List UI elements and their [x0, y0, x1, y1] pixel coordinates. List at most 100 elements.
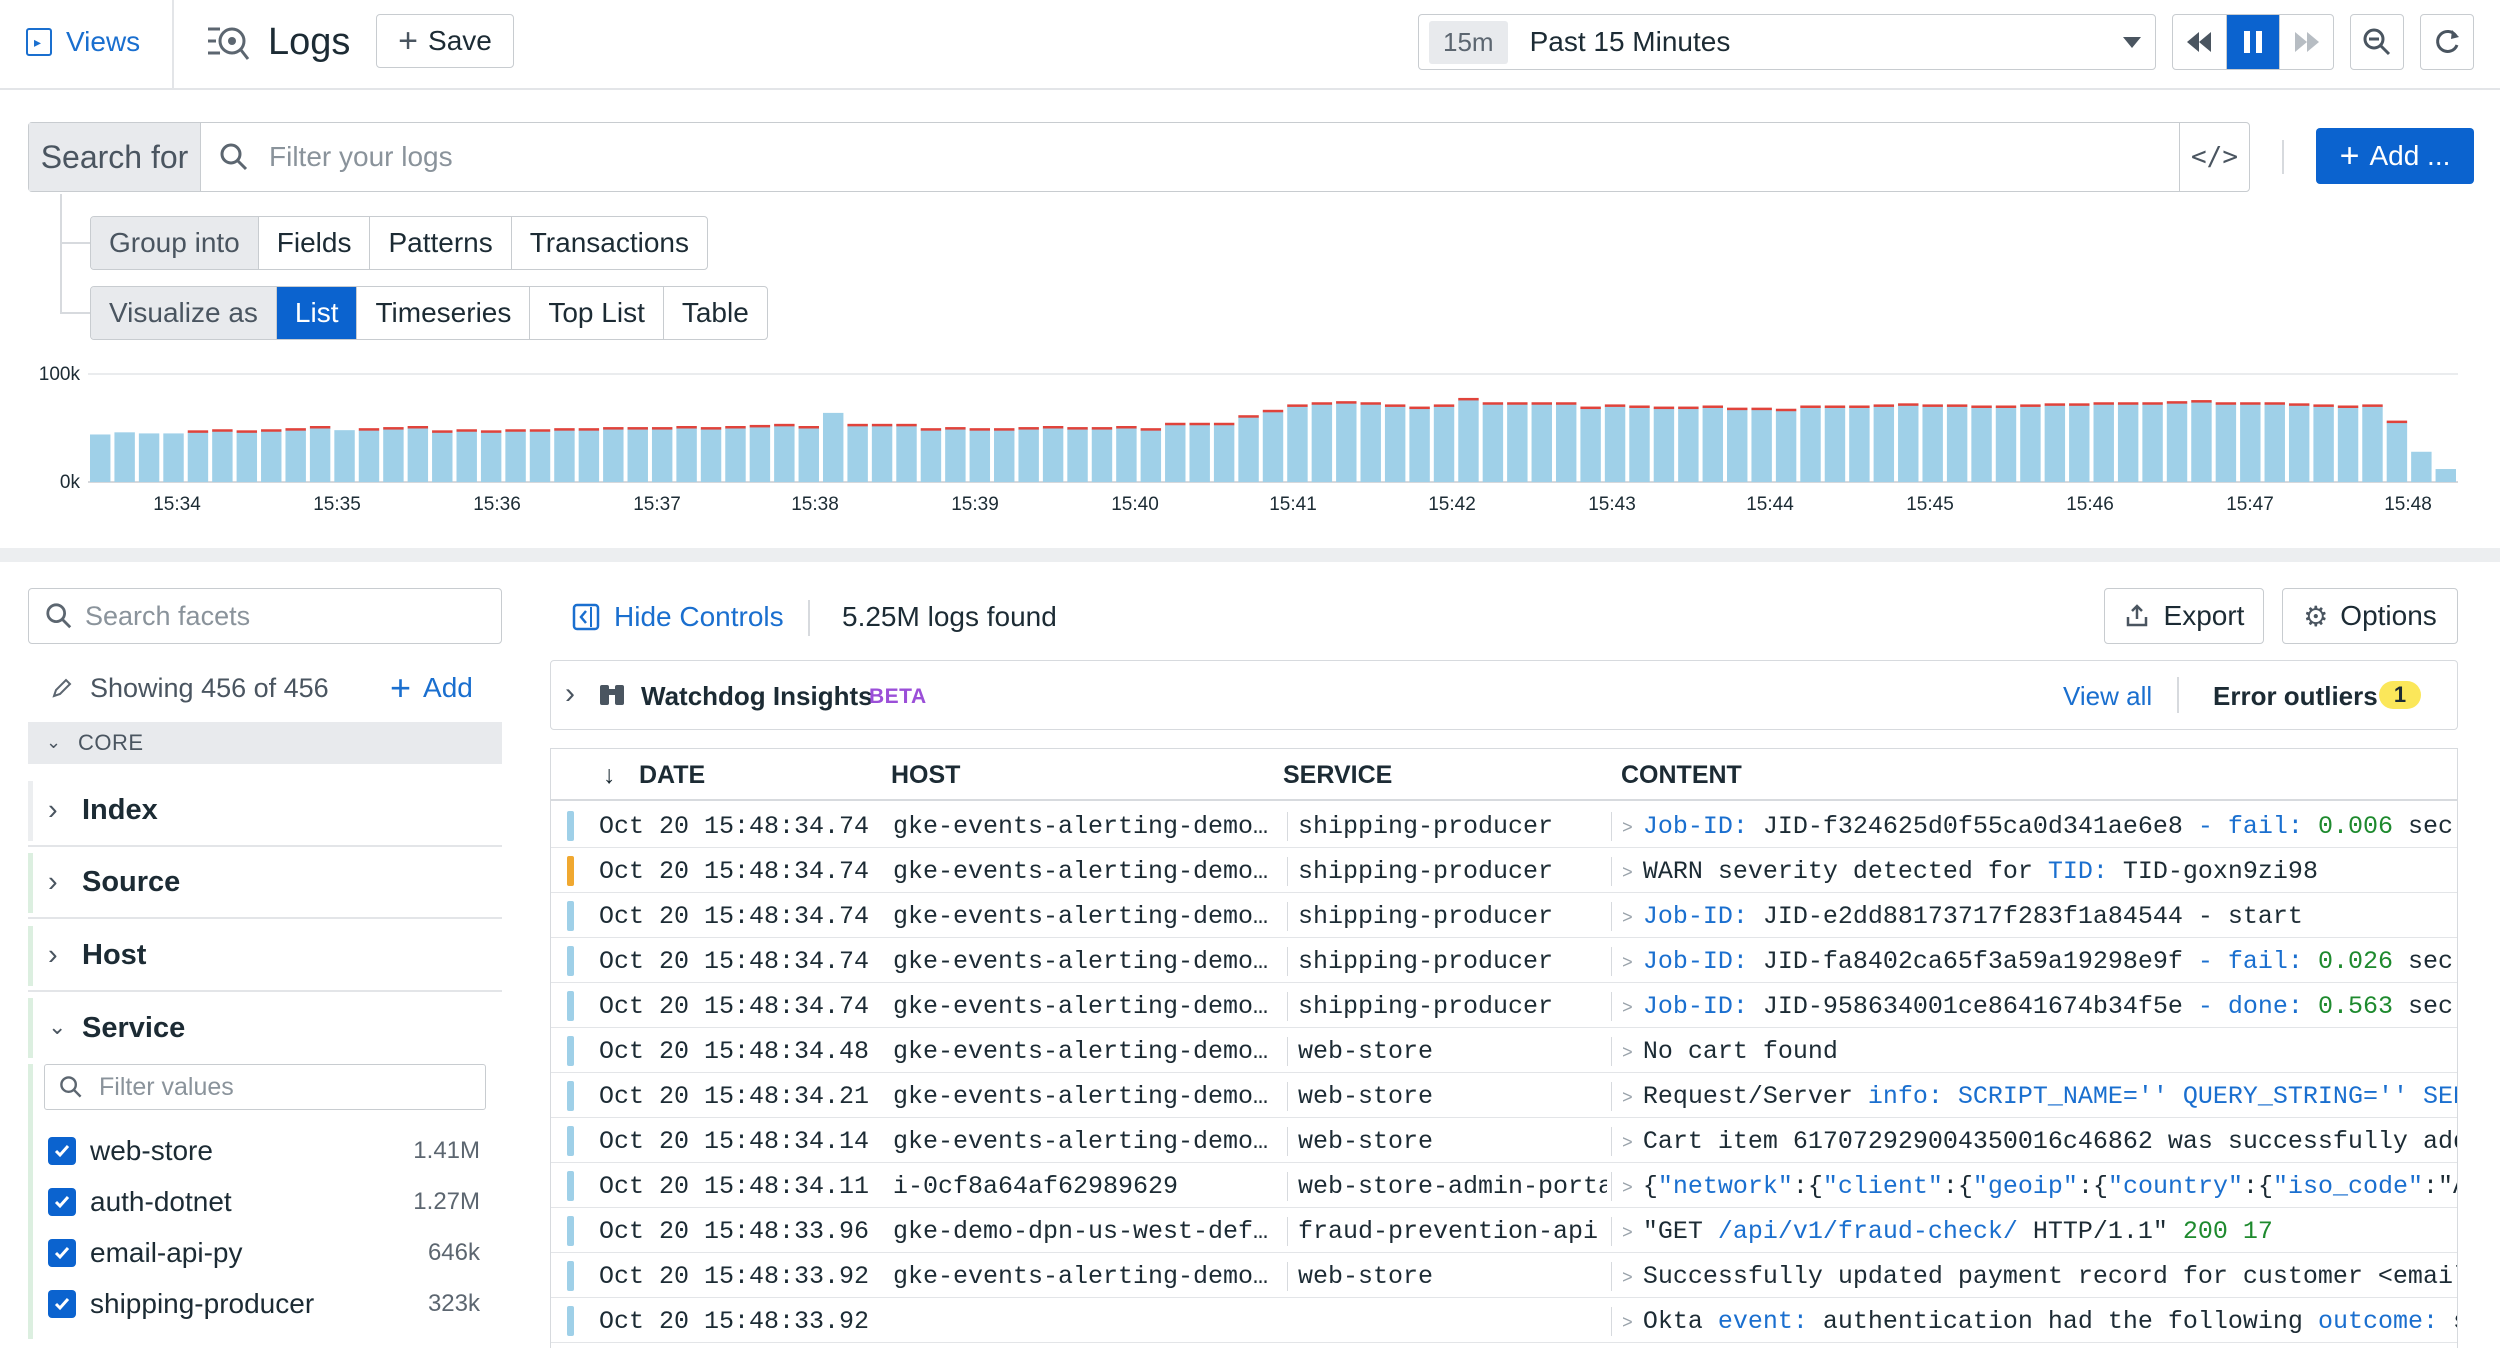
column-content[interactable]: CONTENT: [1621, 761, 1742, 789]
divider: [172, 0, 174, 90]
service-value-label: web-store: [90, 1135, 213, 1166]
options-button[interactable]: ⚙ Options: [2282, 588, 2458, 644]
table-row[interactable]: Oct 20 15:48:34.741 gke-events-alerting-d…: [551, 983, 2457, 1028]
histogram-bar: [1995, 407, 2017, 482]
table-row[interactable]: Oct 20 15:48:33.967 gke-demo-dpn-us-west-…: [551, 1208, 2457, 1253]
pencil-icon[interactable]: [50, 676, 74, 700]
column-host[interactable]: HOST: [891, 761, 961, 789]
zoom-out-button[interactable]: [2350, 14, 2404, 70]
table-row[interactable]: Oct 20 15:48:34.743 gke-events-alerting-d…: [551, 848, 2457, 893]
facet-source[interactable]: › Source: [28, 847, 502, 919]
service-cell: web-store: [1287, 1037, 1607, 1066]
histogram-error-segment: [1922, 404, 1943, 407]
status-indicator: [567, 991, 574, 1021]
facet-service[interactable]: ⌄ Service: [28, 992, 502, 1064]
histogram-bar: [1849, 407, 1870, 482]
x-tick-label: 15:40: [1111, 494, 1159, 515]
viz-option-table[interactable]: Table: [681, 297, 749, 328]
content-segment: "geoip": [1972, 1172, 2078, 1201]
checkbox-checked-icon[interactable]: [48, 1239, 76, 1267]
content-segment: JID-f324625d0f55ca0d341ae6e8: [1747, 812, 2198, 841]
checkbox-checked-icon[interactable]: [48, 1137, 76, 1165]
view-all-link[interactable]: View all: [2063, 681, 2153, 711]
column-service[interactable]: SERVICE: [1283, 761, 1393, 789]
histogram-bar: [261, 431, 282, 482]
content-segment: /api/v1/fraud-check/: [1717, 1217, 2018, 1246]
service-value-auth-dotnet[interactable]: auth-dotnet 1.27M: [48, 1179, 500, 1225]
forward-button[interactable]: [2279, 15, 2333, 69]
save-button[interactable]: + Save: [376, 14, 514, 68]
table-row[interactable]: Oct 20 15:48:34.742 gke-events-alerting-d…: [551, 893, 2457, 938]
add-query-label: Add ...: [2369, 140, 2451, 171]
viz-option-timeseries[interactable]: Timeseries: [357, 287, 531, 339]
service-value-web-store[interactable]: web-store 1.41M: [48, 1128, 500, 1174]
table-row[interactable]: Oct 20 15:48:34.741 gke-events-alerting-d…: [551, 938, 2457, 983]
chevron-down-icon: ⌄: [48, 1014, 67, 1039]
log-volume-histogram[interactable]: 100k 0k 15:34 15:35 15:36 15:37 15:38 15:39 15:4…: [0, 360, 2500, 520]
histogram-error-segment: [2093, 402, 2114, 405]
table-row[interactable]: Oct 20 15:48:34.218 gke-events-alerting-d…: [551, 1073, 2457, 1118]
histogram-bar: [1580, 408, 1601, 482]
facet-search-input[interactable]: Search facets: [28, 588, 502, 644]
content-segment: JID-958634001ce8641674b34f5e: [1747, 992, 2198, 1021]
error-outliers-label[interactable]: Error outliers: [2213, 681, 2378, 711]
status-indicator: [567, 1261, 574, 1291]
time-range-label: Past 15 Minutes: [1529, 26, 1731, 57]
service-value-email-api-py[interactable]: email-api-py 646k: [48, 1230, 500, 1276]
facet-host[interactable]: › Host: [28, 920, 502, 992]
time-range-selector[interactable]: 15m Past 15 Minutes: [1418, 14, 2156, 70]
group-option-transactions[interactable]: Transactions: [529, 227, 689, 258]
sort-desc-icon[interactable]: ↓: [603, 761, 616, 789]
facet-index[interactable]: › Index: [28, 775, 502, 847]
checkbox-checked-icon[interactable]: [48, 1290, 76, 1318]
content-segment: Request/Server: [1642, 1082, 1868, 1111]
histogram-bar: [1433, 406, 1455, 482]
table-row[interactable]: Oct 20 15:48:33.929 gke-events-alerting-d…: [551, 1253, 2457, 1298]
group-option-patterns[interactable]: Patterns: [370, 217, 512, 269]
histogram-bar: [725, 428, 746, 482]
histogram-bar: [1165, 424, 1186, 482]
views-button[interactable]: ▸ Views: [26, 20, 140, 64]
hide-controls-button[interactable]: Hide Controls: [572, 598, 784, 636]
status-indicator: [567, 1216, 574, 1246]
viz-option-top-list[interactable]: Top List: [530, 287, 664, 339]
rewind-button[interactable]: [2173, 15, 2227, 69]
histogram-error-segment: [1873, 404, 1895, 407]
export-button[interactable]: Export: [2104, 588, 2264, 644]
add-facet-button[interactable]: + Add: [390, 667, 473, 708]
y-tick-label: 100k: [39, 364, 81, 385]
core-section-header[interactable]: ⌄ CORE: [28, 722, 502, 764]
histogram-error-segment: [1360, 402, 1381, 405]
table-row[interactable]: Oct 20 15:48:34.489 gke-events-alerting-d…: [551, 1028, 2457, 1073]
group-option-fields[interactable]: Fields: [259, 217, 371, 269]
histogram-bar: [163, 433, 184, 482]
table-row[interactable]: Oct 20 15:48:34.743 gke-events-alerting-d…: [551, 803, 2457, 848]
viz-option-list[interactable]: List: [276, 287, 358, 339]
table-row[interactable]: Oct 20 15:48:33.920 > Okta event: authenti…: [551, 1298, 2457, 1343]
expand-arrow-icon: >: [1622, 1224, 1633, 1244]
x-tick-label: 15:46: [2066, 494, 2114, 515]
pause-button[interactable]: [2226, 15, 2280, 69]
service-value-shipping-producer[interactable]: shipping-producer 323k: [48, 1281, 500, 1327]
histogram-error-segment: [1238, 415, 1259, 418]
histogram-bar: [1238, 417, 1259, 482]
content-cell: > Job-ID: JID-fa8402ca65f3a59a19298e9f - …: [1611, 947, 2457, 976]
checkbox-checked-icon[interactable]: [48, 1188, 76, 1216]
table-row[interactable]: Oct 20 15:48:34.147 gke-events-alerting-d…: [551, 1118, 2457, 1163]
histogram-error-segment: [1287, 404, 1308, 407]
histogram-error-segment: [309, 426, 331, 429]
histogram-error-segment: [2191, 400, 2212, 403]
service-filter-input[interactable]: Filter values: [44, 1064, 486, 1110]
query-code-button[interactable]: </>: [2179, 123, 2249, 191]
add-query-button[interactable]: + Add ...: [2316, 128, 2474, 184]
histogram-error-segment: [2264, 402, 2285, 405]
table-row[interactable]: Oct 20 15:48:34.113 i-0cf8a64af62989629 we…: [551, 1163, 2457, 1208]
refresh-button[interactable]: [2420, 14, 2474, 70]
x-tick-label: 15:44: [1746, 494, 1794, 515]
column-date[interactable]: DATE: [639, 761, 706, 789]
x-tick-label: 15:39: [951, 494, 999, 515]
watchdog-insights-bar[interactable]: › Watchdog Insights BETA View all Error …: [550, 660, 2458, 730]
facet-label: Source: [82, 865, 181, 898]
date-cell: Oct 20 15:48:34.742: [599, 902, 869, 931]
search-input[interactable]: Filter your logs: [201, 123, 2179, 191]
